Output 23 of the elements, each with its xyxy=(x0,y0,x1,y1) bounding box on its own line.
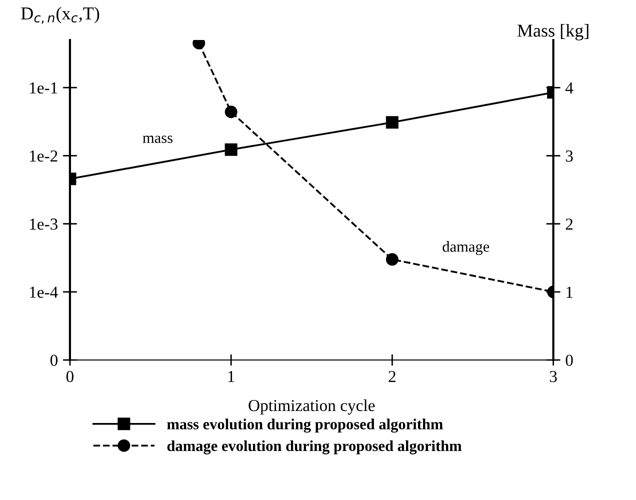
y2-tick-label: 4 xyxy=(565,82,574,94)
legend-label: damage evolution during proposed algorithm xyxy=(167,440,462,454)
x-tick-label: 2 xyxy=(388,370,396,382)
x-axis-title: Optimization cycle xyxy=(248,399,375,415)
annotation: damage xyxy=(442,241,490,255)
x-tick-label: 1 xyxy=(228,370,234,382)
y-tick-label: 1e-1 xyxy=(30,82,58,94)
y2-tick-label: 3 xyxy=(566,150,573,162)
x-tick-label: 3 xyxy=(550,370,557,382)
y2-tick-label: 1 xyxy=(566,286,572,298)
x-tick-label: 0 xyxy=(66,370,74,382)
y-tick-label: 1e-3 xyxy=(30,218,58,230)
y2-axis-title: Mass [kg] xyxy=(517,24,588,40)
legend-label: mass evolution during proposed algorithm xyxy=(167,418,443,433)
y-tick-label: 0 xyxy=(50,354,58,366)
y2-tick-label: 2 xyxy=(566,218,573,230)
annotation: mass xyxy=(142,136,172,144)
point xyxy=(386,253,398,266)
y-tick-label: 1e-4 xyxy=(30,286,58,298)
point xyxy=(224,106,238,118)
y2-tick-label: 0 xyxy=(566,354,573,366)
y-tick-label: 1e-2 xyxy=(30,150,58,162)
y-axis-title: D$_{c,n}$(x$_{c}$,T) xyxy=(21,6,100,24)
